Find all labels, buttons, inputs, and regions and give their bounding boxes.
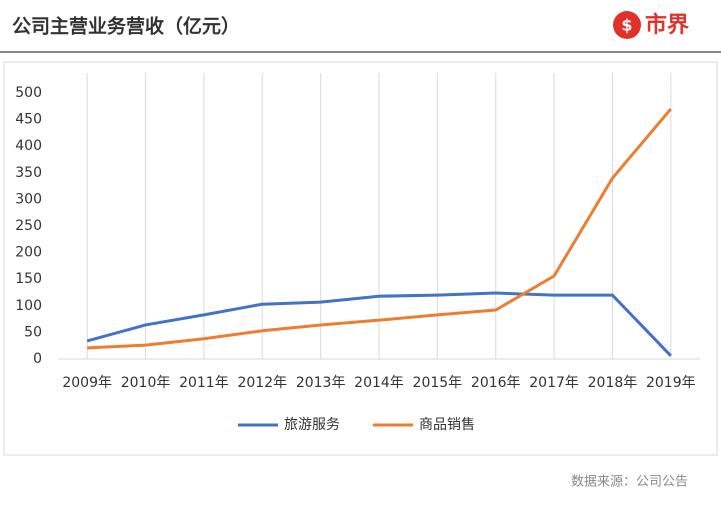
y-tick-label: 400 (15, 138, 42, 154)
x-tick-label: 2014年 (354, 375, 404, 391)
title: 公司主营业务营收（亿元） (12, 15, 240, 38)
logo-text: 市界 (645, 12, 689, 38)
y-tick-label: 300 (15, 191, 42, 207)
x-tick-label: 2010年 (121, 375, 171, 391)
y-tick-label: 200 (15, 245, 42, 261)
y-tick-label: 50 (24, 324, 42, 340)
x-tick-label: 2013年 (296, 375, 346, 391)
chart: 0 50 100 150 200 250 300 350 400 450 500 2009年 2010年… (15, 73, 700, 433)
y-tick-label: 450 (15, 112, 42, 128)
y-tick-label: 250 (15, 218, 42, 234)
source: 数据来源：公司公告 (571, 475, 688, 490)
y-tick-label: 0 (33, 351, 42, 367)
legend-label: 商品销售 (419, 417, 475, 433)
series-line (86, 291, 672, 357)
x-tick-label: 2016年 (471, 375, 521, 391)
legend-label: 旅游服务 (284, 417, 340, 433)
x-tick-label: 2015年 (413, 375, 463, 391)
x-tick-label: 2012年 (237, 375, 287, 391)
logo-icon (613, 11, 641, 39)
y-tick-label: 350 (15, 165, 42, 181)
x-tick-label: 2019年 (646, 375, 696, 391)
x-tick-label: 2017年 (529, 375, 579, 391)
logo-icon-glyph: $ (621, 16, 632, 35)
x-tick-label: 2018年 (588, 375, 638, 391)
series-line (87, 107, 672, 350)
x-tick-label: 2009年 (62, 375, 112, 391)
x-tick-label: 2011年 (179, 375, 229, 391)
y-tick-label: 500 (15, 85, 42, 101)
chart-frame (3, 61, 718, 456)
y-tick-label: 150 (15, 271, 42, 287)
y-tick-label: 100 (15, 298, 42, 314)
